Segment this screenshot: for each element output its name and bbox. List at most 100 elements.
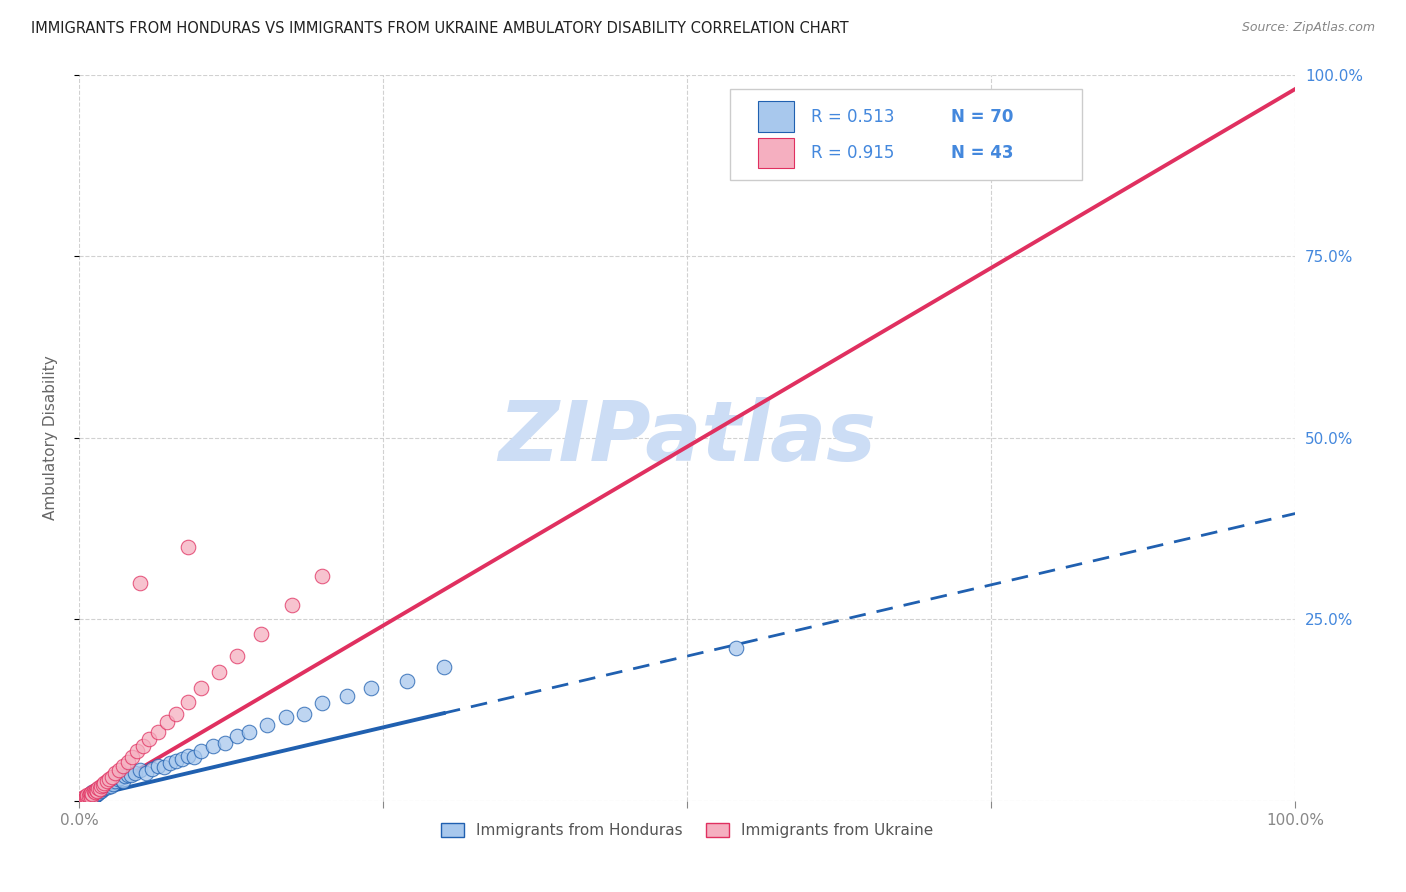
- Point: [89, 781, 111, 796]
- Point: [146, 759, 169, 773]
- Point: [274, 710, 297, 724]
- Point: [177, 540, 200, 554]
- Point: [80, 789, 103, 804]
- Point: [87, 780, 110, 795]
- Point: [93, 780, 115, 795]
- Point: [96, 773, 118, 788]
- Point: [256, 717, 278, 731]
- Point: [121, 750, 143, 764]
- Point: [80, 791, 103, 805]
- Point: [104, 766, 127, 780]
- Point: [72, 791, 94, 805]
- Point: [73, 791, 96, 805]
- Point: [76, 789, 98, 804]
- Point: [77, 791, 100, 805]
- Point: [183, 750, 205, 764]
- Point: [146, 724, 169, 739]
- Point: [94, 780, 117, 794]
- Point: [177, 748, 200, 763]
- Point: [177, 695, 200, 709]
- Point: [98, 772, 121, 786]
- Legend: Immigrants from Honduras, Immigrants from Ukraine: Immigrants from Honduras, Immigrants fro…: [434, 817, 939, 844]
- Point: [127, 744, 149, 758]
- Text: IMMIGRANTS FROM HONDURAS VS IMMIGRANTS FROM UKRAINE AMBULATORY DISABILITY CORREL: IMMIGRANTS FROM HONDURAS VS IMMIGRANTS F…: [31, 21, 849, 36]
- Point: [87, 786, 110, 800]
- Point: [238, 724, 260, 739]
- Point: [159, 756, 181, 771]
- Point: [201, 739, 224, 754]
- Point: [89, 784, 111, 798]
- Point: [83, 788, 105, 802]
- Point: [86, 788, 108, 802]
- Point: [79, 788, 101, 802]
- Point: [73, 791, 96, 805]
- Point: [128, 576, 150, 591]
- Text: ZIPatlas: ZIPatlas: [498, 397, 876, 478]
- Point: [77, 789, 100, 803]
- Point: [83, 784, 105, 798]
- Point: [93, 775, 115, 789]
- Point: [75, 790, 97, 805]
- Point: [110, 771, 132, 785]
- Point: [165, 754, 187, 768]
- Point: [190, 681, 212, 696]
- Point: [96, 778, 118, 792]
- Point: [292, 706, 315, 721]
- Point: [80, 786, 103, 800]
- Point: [97, 780, 120, 794]
- Point: [79, 790, 101, 805]
- Point: [83, 789, 105, 804]
- Point: [73, 792, 96, 806]
- Point: [108, 764, 131, 778]
- Point: [82, 787, 104, 801]
- Point: [433, 659, 456, 673]
- Point: [117, 755, 139, 769]
- Point: [100, 779, 122, 793]
- Point: [82, 785, 104, 799]
- Point: [724, 641, 747, 656]
- Point: [98, 776, 121, 790]
- Point: [90, 783, 112, 797]
- Point: [79, 788, 101, 802]
- Point: [83, 785, 105, 799]
- Point: [70, 791, 93, 805]
- Point: [208, 665, 231, 679]
- Point: [124, 766, 146, 780]
- Point: [70, 792, 93, 806]
- Point: [90, 780, 112, 794]
- Bar: [758, 102, 794, 132]
- Point: [82, 789, 104, 803]
- Point: [83, 784, 105, 798]
- Point: [86, 783, 108, 797]
- Point: [165, 706, 187, 721]
- Point: [104, 773, 127, 788]
- Text: N = 70: N = 70: [950, 108, 1014, 126]
- Point: [101, 775, 124, 789]
- Text: R = 0.513: R = 0.513: [811, 108, 894, 126]
- Point: [226, 648, 249, 663]
- Point: [91, 782, 114, 797]
- Point: [77, 789, 100, 803]
- Point: [107, 772, 129, 786]
- Point: [311, 568, 333, 582]
- Point: [135, 766, 157, 780]
- Point: [117, 768, 139, 782]
- Point: [141, 762, 163, 776]
- Point: [214, 736, 236, 750]
- Point: [86, 783, 108, 797]
- Point: [91, 781, 114, 796]
- FancyBboxPatch shape: [730, 89, 1083, 180]
- Point: [83, 786, 105, 800]
- Text: Source: ZipAtlas.com: Source: ZipAtlas.com: [1241, 21, 1375, 34]
- Point: [281, 598, 304, 612]
- Point: [84, 787, 107, 801]
- Point: [335, 689, 357, 703]
- Point: [190, 744, 212, 758]
- Point: [120, 768, 142, 782]
- Bar: [758, 137, 794, 169]
- Point: [153, 760, 176, 774]
- Point: [80, 787, 103, 801]
- Point: [73, 790, 96, 805]
- Point: [76, 791, 98, 805]
- Text: N = 43: N = 43: [950, 144, 1014, 162]
